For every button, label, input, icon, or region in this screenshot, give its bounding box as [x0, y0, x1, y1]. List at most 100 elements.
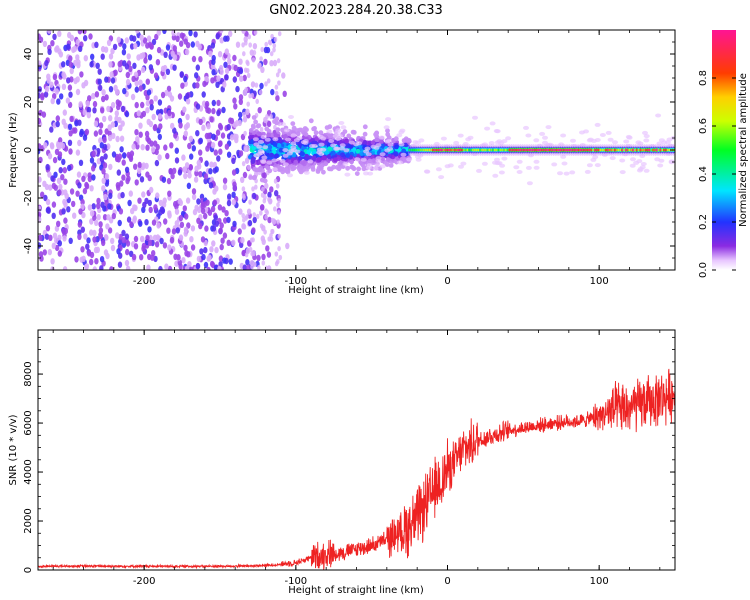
spectrogram-x-axis-label: Height of straight line (km)	[288, 285, 424, 296]
spectrogram-cell	[73, 59, 78, 67]
spectrogram-cell	[183, 244, 188, 252]
spectrogram-cell	[232, 54, 237, 62]
spectrogram-cell	[155, 192, 160, 199]
spectrogram-cell	[265, 46, 271, 54]
spectrogram-cell	[78, 101, 83, 108]
spectrogram-cell	[113, 84, 118, 92]
spectrogram-cell	[55, 120, 60, 128]
spectrogram-cell	[167, 210, 172, 217]
spectrogram-cell	[179, 32, 185, 39]
spectrogram-cell	[231, 157, 236, 165]
spectrogram-cell	[242, 51, 246, 57]
spectrogram-cell	[182, 166, 187, 173]
spectrogram-cell	[78, 45, 83, 52]
spectrogram-cell	[283, 134, 288, 139]
spectrogram-cell	[172, 127, 177, 134]
spectrogram-cell	[235, 85, 240, 93]
spectrogram-cell	[89, 258, 94, 266]
spectrogram-cell	[141, 162, 146, 169]
spectrogram-cell	[90, 53, 95, 60]
spectrogram-cell	[264, 126, 270, 132]
spectrogram-cell	[213, 149, 218, 156]
spectrogram-cell	[179, 40, 184, 47]
spectrogram-cell	[50, 40, 55, 47]
spectrogram-cell	[533, 138, 540, 143]
spectrogram-cell	[86, 112, 92, 119]
spectrogram-cell	[276, 219, 280, 225]
spectrogram-cell	[216, 75, 221, 82]
spectrogram-cell	[388, 163, 394, 168]
spectrogram-cell	[251, 192, 257, 200]
spectrogram-cell	[87, 250, 92, 257]
spectrogram-cell	[101, 168, 106, 175]
spectrogram-cell	[260, 235, 265, 242]
spectrogram-cell	[71, 200, 76, 208]
spectrogram-cell	[401, 138, 407, 143]
spectrogram-cell	[101, 185, 106, 192]
spectrogram-cell	[220, 132, 226, 139]
spectrogram-cell	[337, 134, 343, 138]
spectrogram-cell	[273, 206, 277, 212]
spectrogram-cell	[266, 120, 272, 128]
spectrogram-cell	[80, 198, 85, 206]
spectrogram-cell	[148, 120, 154, 128]
spectrogram-cell	[265, 209, 270, 216]
spectrogram-cell	[72, 212, 77, 219]
spectrogram-cell	[340, 152, 345, 158]
spectrogram-cell	[140, 144, 145, 151]
spectrogram-cell	[245, 59, 249, 65]
spectrogram-cell	[104, 199, 109, 206]
spectrogram-cell	[78, 208, 83, 215]
spectrogram-cell	[248, 93, 252, 99]
spectrogram-cell	[557, 171, 563, 176]
spectrogram-cell	[234, 136, 239, 144]
spectrogram-cell	[252, 212, 256, 218]
spectrogram-cell	[216, 109, 221, 117]
spectrogram-cell	[157, 113, 163, 120]
spectrogram-cell	[95, 62, 100, 69]
spectrogram-cell	[178, 214, 184, 222]
spectrogram-cell	[215, 81, 220, 89]
spectrogram-cell	[195, 130, 200, 137]
spectrogram-cell	[281, 72, 286, 79]
spectrogram-cell	[167, 265, 173, 270]
spectrogram-cell	[279, 122, 286, 127]
spectrogram-cell	[125, 248, 130, 256]
spectrogram-cell	[246, 264, 251, 270]
spectrogram-cell	[254, 184, 258, 190]
spectrogram-cell	[261, 253, 266, 261]
spectrogram-cell	[187, 261, 192, 268]
spectrogram-cell	[141, 191, 146, 198]
spectrogram-cell	[151, 38, 157, 46]
spectrogram-cell	[447, 163, 454, 168]
spectrogram-cell	[110, 77, 116, 84]
spectrogram-cell	[91, 165, 96, 172]
spectrogram-cell	[241, 42, 245, 48]
spectrogram-cell	[226, 216, 231, 224]
spectrogram-cell	[398, 142, 405, 147]
spectrogram-cell	[311, 126, 316, 132]
spectrogram-cell	[186, 222, 191, 229]
spectrogram-cell	[345, 165, 350, 171]
spectrogram-cell	[122, 87, 127, 95]
spectrogram-cell	[253, 30, 258, 36]
spectrogram-cell	[224, 74, 229, 81]
spectrogram-cell	[48, 184, 53, 191]
spectrogram-cell	[172, 64, 177, 71]
spectrogram-cell	[141, 52, 146, 59]
spectrogram-cell	[223, 61, 228, 68]
spectrogram-cell	[256, 254, 261, 262]
spectrogram-cell	[493, 129, 500, 133]
spectrogram-cell	[159, 206, 165, 213]
spectrogram-cell	[38, 234, 43, 241]
spectrogram-cell	[402, 157, 408, 163]
spectrogram-cell	[57, 250, 62, 257]
spectrogram-cell	[41, 111, 47, 118]
spectrogram-cell	[129, 43, 135, 50]
spectrogram-cell	[118, 238, 123, 245]
spectrogram-cell	[113, 69, 118, 76]
spectrogram-cell	[227, 58, 232, 65]
spectrogram-cell	[303, 170, 310, 175]
spectrogram-cell	[643, 138, 650, 143]
spectrogram-cell	[378, 139, 384, 145]
